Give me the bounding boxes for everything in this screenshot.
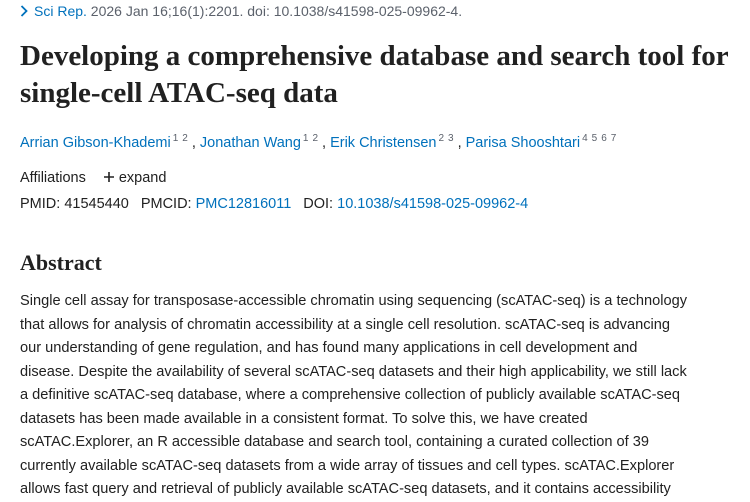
abstract-line: our understanding of gene regulation, an… <box>20 340 638 356</box>
identifier-label: PMCID: <box>140 196 192 212</box>
abstract-line: currently available scATAC-seq datasets … <box>20 457 675 474</box>
affiliation-ref[interactable]: 2 <box>182 133 188 144</box>
citation-details: 2026 Jan 16;16(1):2201. doi: 10.1038/s41… <box>86 3 463 19</box>
author-link[interactable]: Parisa Shooshtari <box>465 134 581 151</box>
identifier-label: PMID: <box>20 196 61 212</box>
abstract-line: that allows for analysis of chromatin ac… <box>20 316 670 333</box>
identifier-label: DOI: <box>303 196 334 212</box>
identifier: PMCID: PMC12816011 <box>141 196 291 212</box>
identifier-value[interactable]: 10.1038/s41598-025-09962-4 <box>337 196 529 212</box>
author-list: Arrian Gibson-Khademi12Jonathan Wang12Er… <box>20 133 624 151</box>
abstract-line: a definitive scATAC-seq database, where … <box>20 387 681 403</box>
affiliation-ref[interactable]: 4 <box>582 133 588 144</box>
author-link[interactable]: Arrian Gibson-Khademi <box>20 134 171 151</box>
identifier: DOI: 10.1038/s41598-025-09962-4 <box>303 196 528 212</box>
affiliation-ref[interactable]: 6 <box>601 133 607 144</box>
abstract-line: datasets has been made available in a co… <box>20 410 588 427</box>
article-title: Developing a comprehensive database and … <box>20 40 729 109</box>
affiliation-ref[interactable]: 1 <box>302 133 309 144</box>
identifier: PMID: 41545440 <box>20 196 129 212</box>
affiliation-ref[interactable]: 2 <box>438 133 445 144</box>
abstract-text: Single cell assay for transposase-access… <box>20 290 687 502</box>
affiliation-ref[interactable]: 7 <box>610 133 617 144</box>
affiliation-ref[interactable]: 3 <box>448 133 454 144</box>
author-link[interactable]: Jonathan Wang <box>199 134 301 151</box>
identifier-value: 41545440 <box>64 196 129 212</box>
abstract-heading: Abstract <box>20 250 102 275</box>
plus-icon <box>103 172 114 182</box>
affiliations-label: Affiliations <box>20 170 86 186</box>
identifiers: PMID: 41545440 PMCID: PMC12816011 DOI: 10.… <box>20 196 540 212</box>
affiliations-row: Affiliations expand <box>20 170 166 186</box>
author: Arrian Gibson-Khademi 1 2 <box>20 133 196 151</box>
abstract-line: allows fast query and retrieval of publi… <box>20 481 671 497</box>
author: Erik Christensen 2 3 <box>330 133 462 151</box>
expand-button[interactable]: expand <box>103 170 167 186</box>
citation: Sci Rep. 2026 Jan 16;16(1):2201. doi: 10… <box>20 3 462 19</box>
abstract-line: disease. Despite the availability of sev… <box>20 363 687 380</box>
expand-label: expand <box>118 170 167 186</box>
affiliation-ref[interactable]: 2 <box>312 133 319 144</box>
identifier-value[interactable]: PMC12816011 <box>195 196 292 212</box>
author: Parisa Shooshtari 4 5 6 7 <box>465 133 621 151</box>
affiliation-ref[interactable]: 5 <box>591 133 598 144</box>
abstract-line: Single cell assay for transposase-access… <box>20 293 688 309</box>
abstract-line: scATAC.Explorer, an R accessible databas… <box>20 434 649 450</box>
author-link[interactable]: Erik Christensen <box>330 134 437 151</box>
author: Jonathan Wang 1 2 <box>199 133 326 151</box>
chevron-icon <box>20 5 28 17</box>
affiliation-ref[interactable]: 1 <box>172 133 179 144</box>
journal-link[interactable]: Sci Rep. <box>34 3 87 19</box>
